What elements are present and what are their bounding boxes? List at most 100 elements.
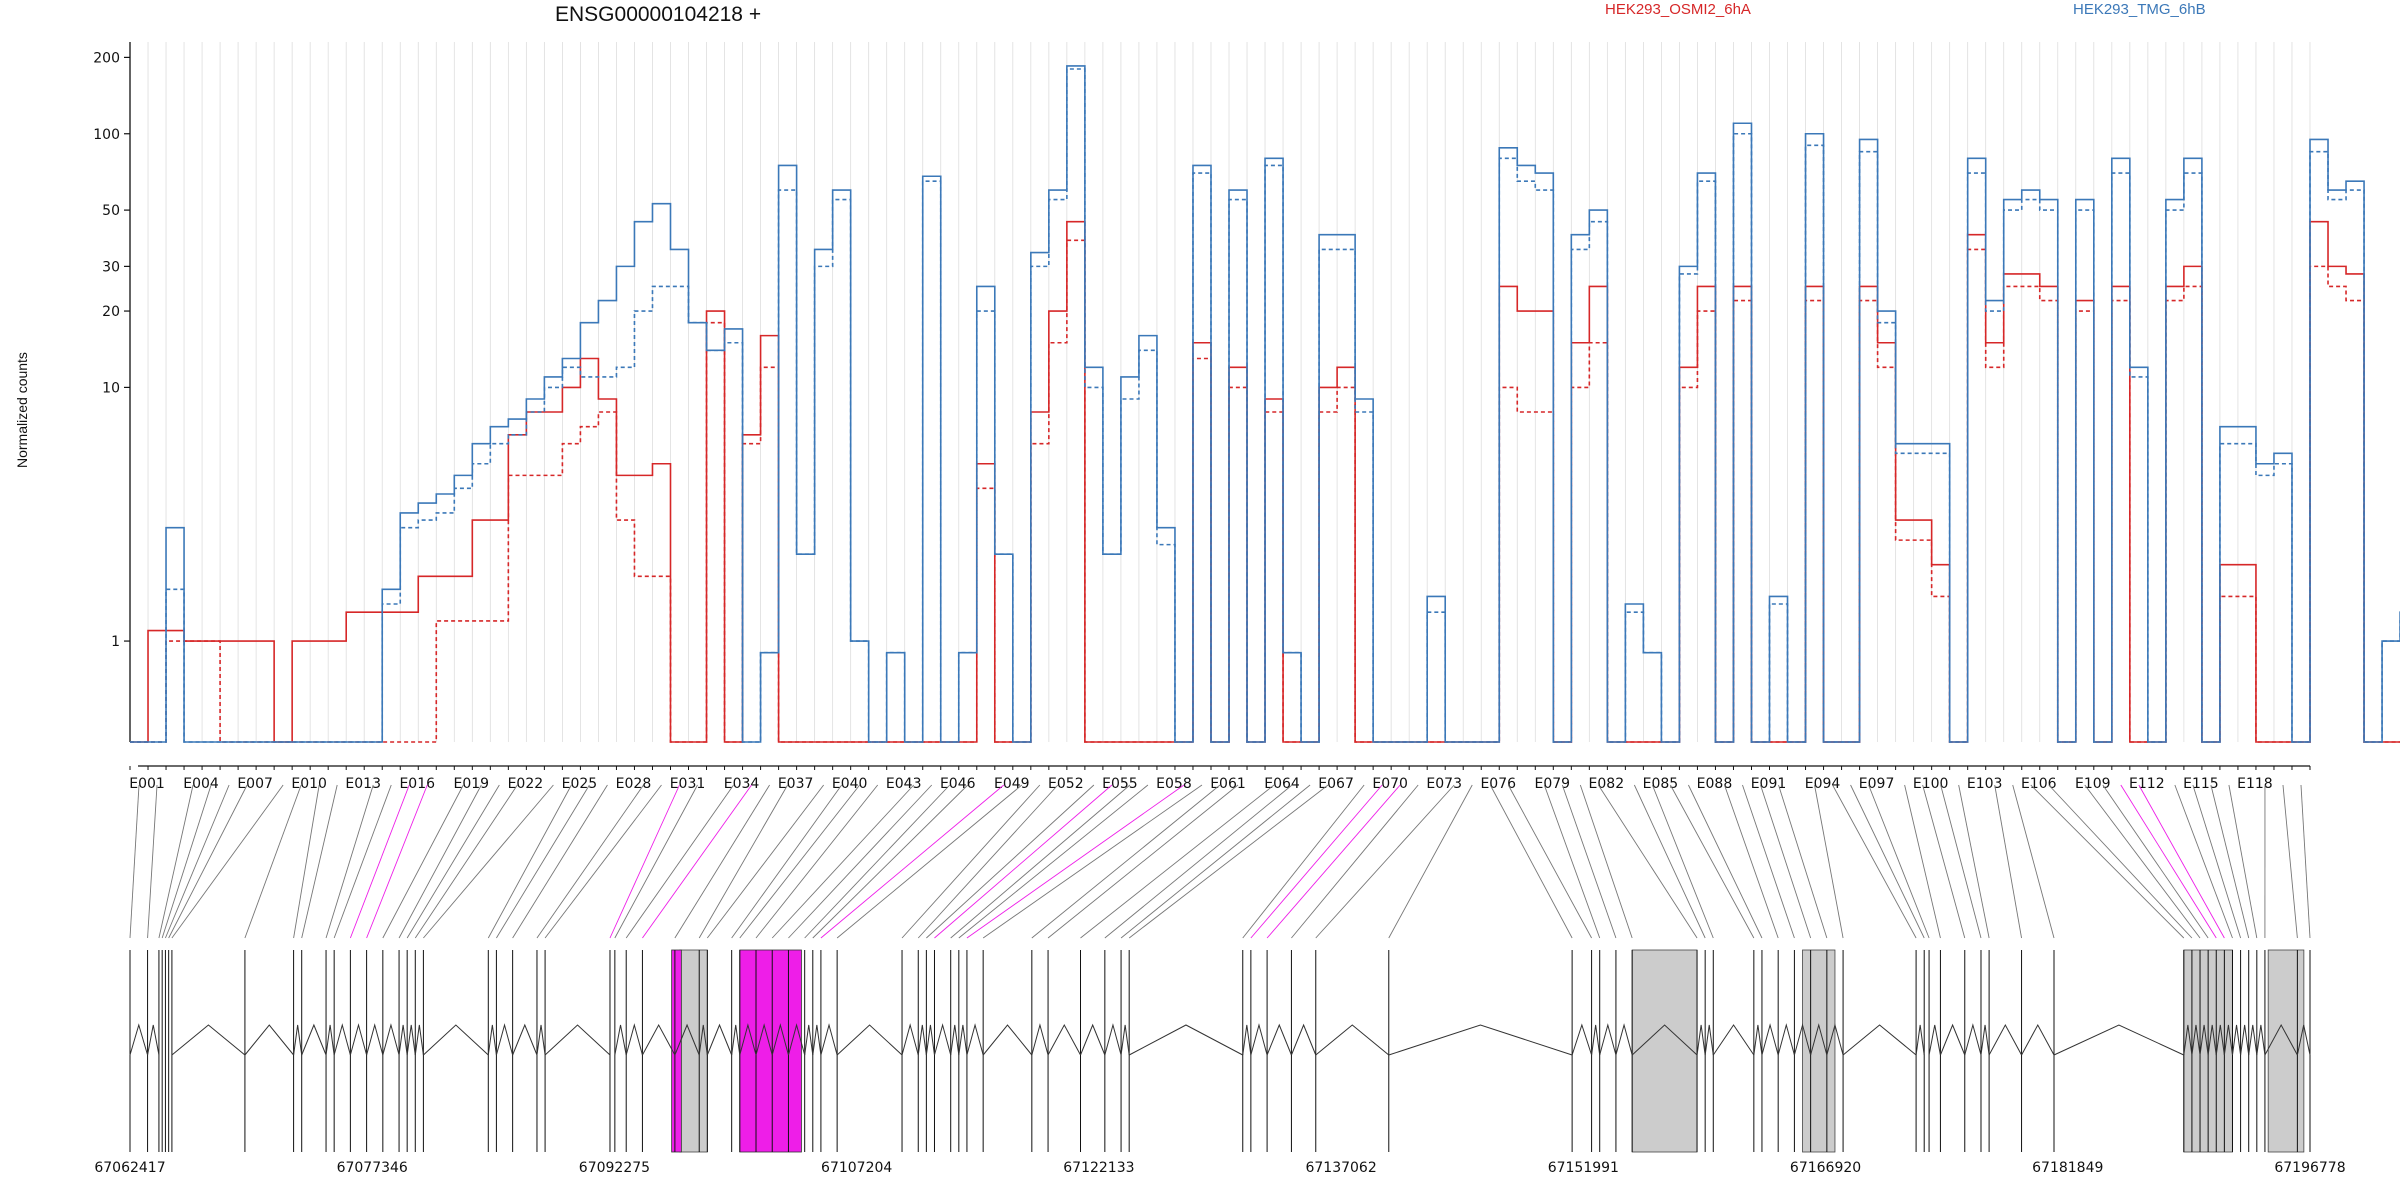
intron-line xyxy=(1980,1024,1990,1056)
exon-connector xyxy=(1651,784,1714,939)
exon-connector xyxy=(2282,784,2298,939)
intron-line xyxy=(1080,1023,1106,1056)
intron-line xyxy=(1793,1023,1812,1056)
exon-label: E010 xyxy=(291,776,327,792)
intron-line xyxy=(698,1024,708,1056)
genomic-coordinate-label: 67062417 xyxy=(94,1160,165,1176)
exon-connector xyxy=(349,784,410,939)
exon-connector xyxy=(487,784,572,939)
intron-line xyxy=(1777,1023,1795,1056)
exon-connector xyxy=(642,784,752,939)
exon-connector xyxy=(244,784,302,939)
intron-line xyxy=(958,1024,968,1056)
exon-block-highlight xyxy=(739,949,802,1153)
exon-connector xyxy=(2048,784,2193,939)
y-tick-label: 100 xyxy=(93,127,120,143)
exon-connector xyxy=(2084,784,2201,939)
exon-connector xyxy=(1128,784,1329,939)
exon-connector xyxy=(771,784,915,939)
exon-connector xyxy=(406,784,500,939)
series-line-blue-a xyxy=(130,65,2400,743)
intron-line xyxy=(2231,1024,2242,1056)
intron-line xyxy=(171,1024,246,1056)
exon-connector xyxy=(366,784,428,939)
exon-connector xyxy=(2210,784,2250,939)
intron-line xyxy=(2240,1024,2250,1056)
intron-line xyxy=(1242,1024,1252,1056)
intron-line xyxy=(495,1023,514,1056)
exon-connector xyxy=(544,784,662,939)
intron-line xyxy=(674,1023,700,1056)
intron-line xyxy=(1266,1023,1292,1056)
exon-connector xyxy=(512,784,608,939)
intron-line xyxy=(982,1024,1033,1056)
exon-block-shaded xyxy=(679,949,708,1153)
exon-connector xyxy=(1940,784,1982,939)
y-tick-label: 20 xyxy=(102,304,120,320)
exon-label: E022 xyxy=(508,776,544,792)
exon-label: E019 xyxy=(454,776,490,792)
intron-line xyxy=(349,1023,368,1056)
intron-line xyxy=(382,1023,400,1056)
intron-line xyxy=(398,1024,408,1056)
exon-connector xyxy=(1724,784,1779,939)
exon-label: E064 xyxy=(1264,776,1300,792)
intron-line xyxy=(1591,1024,1601,1056)
exon-connector xyxy=(382,784,464,939)
exon-connector xyxy=(1922,784,1966,939)
exon-block-shaded xyxy=(1802,949,1836,1153)
exon-label: E055 xyxy=(1102,776,1138,792)
exon-label: E097 xyxy=(1859,776,1895,792)
exon-connector xyxy=(609,784,680,939)
exon-connector xyxy=(147,784,158,939)
exon-connector xyxy=(674,784,770,939)
genomic-coordinate-label: 67137062 xyxy=(1305,1160,1376,1176)
exon-label: E076 xyxy=(1480,776,1516,792)
intron-line xyxy=(333,1023,351,1056)
y-tick-label: 10 xyxy=(102,380,120,396)
exon-connector xyxy=(812,784,969,939)
exon-connector xyxy=(1561,784,1617,939)
intron-line xyxy=(731,1024,741,1056)
intron-line xyxy=(406,1024,416,1056)
exon-connector xyxy=(804,784,951,939)
exon-connector xyxy=(1670,784,1755,939)
exon-connector xyxy=(1489,784,1573,939)
exon-connector xyxy=(1579,784,1633,939)
exon-connector xyxy=(1266,784,1401,939)
intron-line xyxy=(2264,1023,2298,1056)
exon-label: E013 xyxy=(345,776,381,792)
intron-line xyxy=(1388,1024,1573,1056)
y-tick-label: 1 xyxy=(111,634,120,650)
exon-label: E043 xyxy=(886,776,922,792)
intron-line xyxy=(293,1024,303,1056)
intron-line xyxy=(1031,1023,1049,1056)
intron-line xyxy=(966,1023,984,1056)
exon-connector xyxy=(2102,784,2209,939)
intron-line xyxy=(423,1024,489,1056)
intron-line xyxy=(1047,1023,1081,1056)
intron-line xyxy=(1615,1023,1633,1056)
exon-connector xyxy=(934,784,1113,939)
exon-connector xyxy=(1388,784,1473,939)
y-tick-label: 50 xyxy=(102,203,120,219)
intron-line xyxy=(925,1024,935,1056)
exon-connector xyxy=(1994,784,2022,939)
intron-line xyxy=(1928,1024,1941,1056)
intron-line xyxy=(2199,1024,2209,1056)
chart-title: ENSG00000104218 + xyxy=(555,3,762,26)
exon-connector xyxy=(536,784,644,939)
exon-connector xyxy=(820,784,1005,939)
intron-line xyxy=(2053,1024,2185,1056)
intron-line xyxy=(1120,1024,1130,1056)
exon-connector xyxy=(168,784,248,939)
intron-line xyxy=(2191,1024,2201,1056)
exon-label: E067 xyxy=(1318,776,1354,792)
exon-connector xyxy=(2030,784,2185,939)
exon-connector xyxy=(731,784,843,939)
intron-line xyxy=(739,1023,757,1056)
genomic-coordinate-label: 67077346 xyxy=(337,1160,408,1176)
exon-label: E061 xyxy=(1210,776,1246,792)
intron-line xyxy=(771,1023,789,1056)
intron-line xyxy=(244,1024,294,1056)
